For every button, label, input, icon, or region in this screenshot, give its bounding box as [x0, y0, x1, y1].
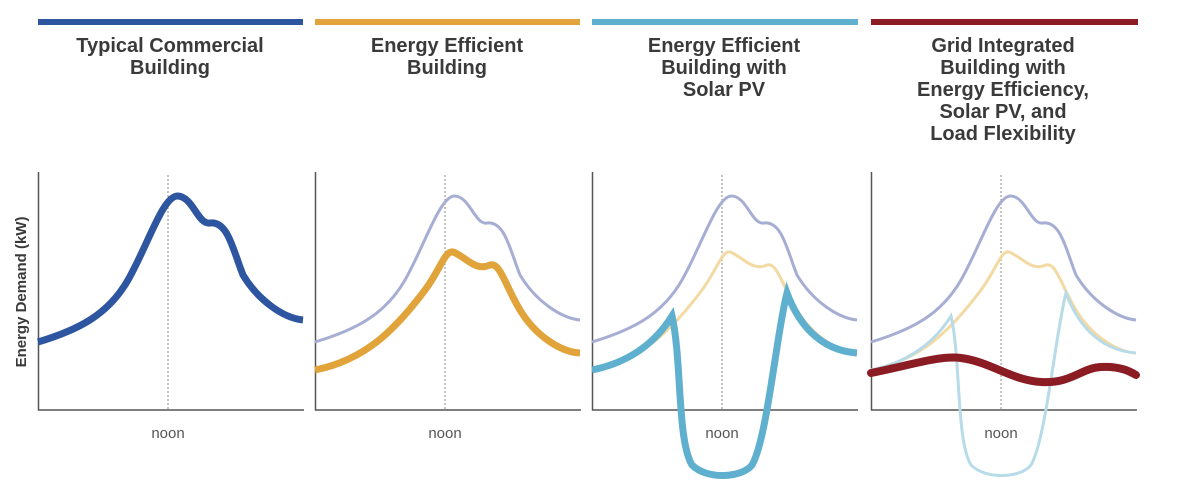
- baseline-curve: [869, 194, 1138, 344]
- x-axis-label: noon: [428, 425, 461, 442]
- x-axis-label: noon: [705, 425, 738, 442]
- x-axis-label: noon: [984, 425, 1017, 442]
- axis: [314, 172, 581, 411]
- panel-title: Building with: [661, 57, 787, 79]
- panel-title: Grid Integrated: [931, 35, 1074, 57]
- panel-color-bar: [871, 19, 1138, 25]
- panel-color-bar: [38, 19, 303, 25]
- efficient-curve: [869, 250, 1138, 372]
- panel-title: Building: [407, 57, 487, 79]
- panel-title: Energy Efficient: [371, 35, 524, 57]
- panel-title: Load Flexibility: [930, 123, 1076, 145]
- axis: [37, 172, 304, 411]
- panel-color-bar: [592, 19, 858, 25]
- baseline-curve: [590, 194, 859, 344]
- demand-curve: [38, 196, 303, 342]
- panel-title: Solar PV, and: [939, 101, 1066, 123]
- panel-title: Energy Efficient: [648, 35, 801, 57]
- demand-curve: [315, 252, 580, 370]
- axis: [870, 172, 1137, 411]
- y-axis-label: Energy Demand (kW): [13, 217, 30, 368]
- x-axis-label: noon: [151, 425, 184, 442]
- demand-curve: [592, 293, 857, 476]
- panel-title: Building with: [940, 57, 1066, 79]
- demand-curve: [867, 353, 1140, 387]
- axis: [591, 172, 858, 411]
- panel-title: Typical Commercial: [76, 35, 263, 57]
- panel-title: Energy Efficiency,: [917, 79, 1089, 101]
- panel-color-bar: [315, 19, 580, 25]
- baseline-curve: [313, 194, 582, 344]
- panel-title: Building: [130, 57, 210, 79]
- panel-title: Solar PV: [683, 79, 766, 101]
- solar-curve: [869, 291, 1138, 478]
